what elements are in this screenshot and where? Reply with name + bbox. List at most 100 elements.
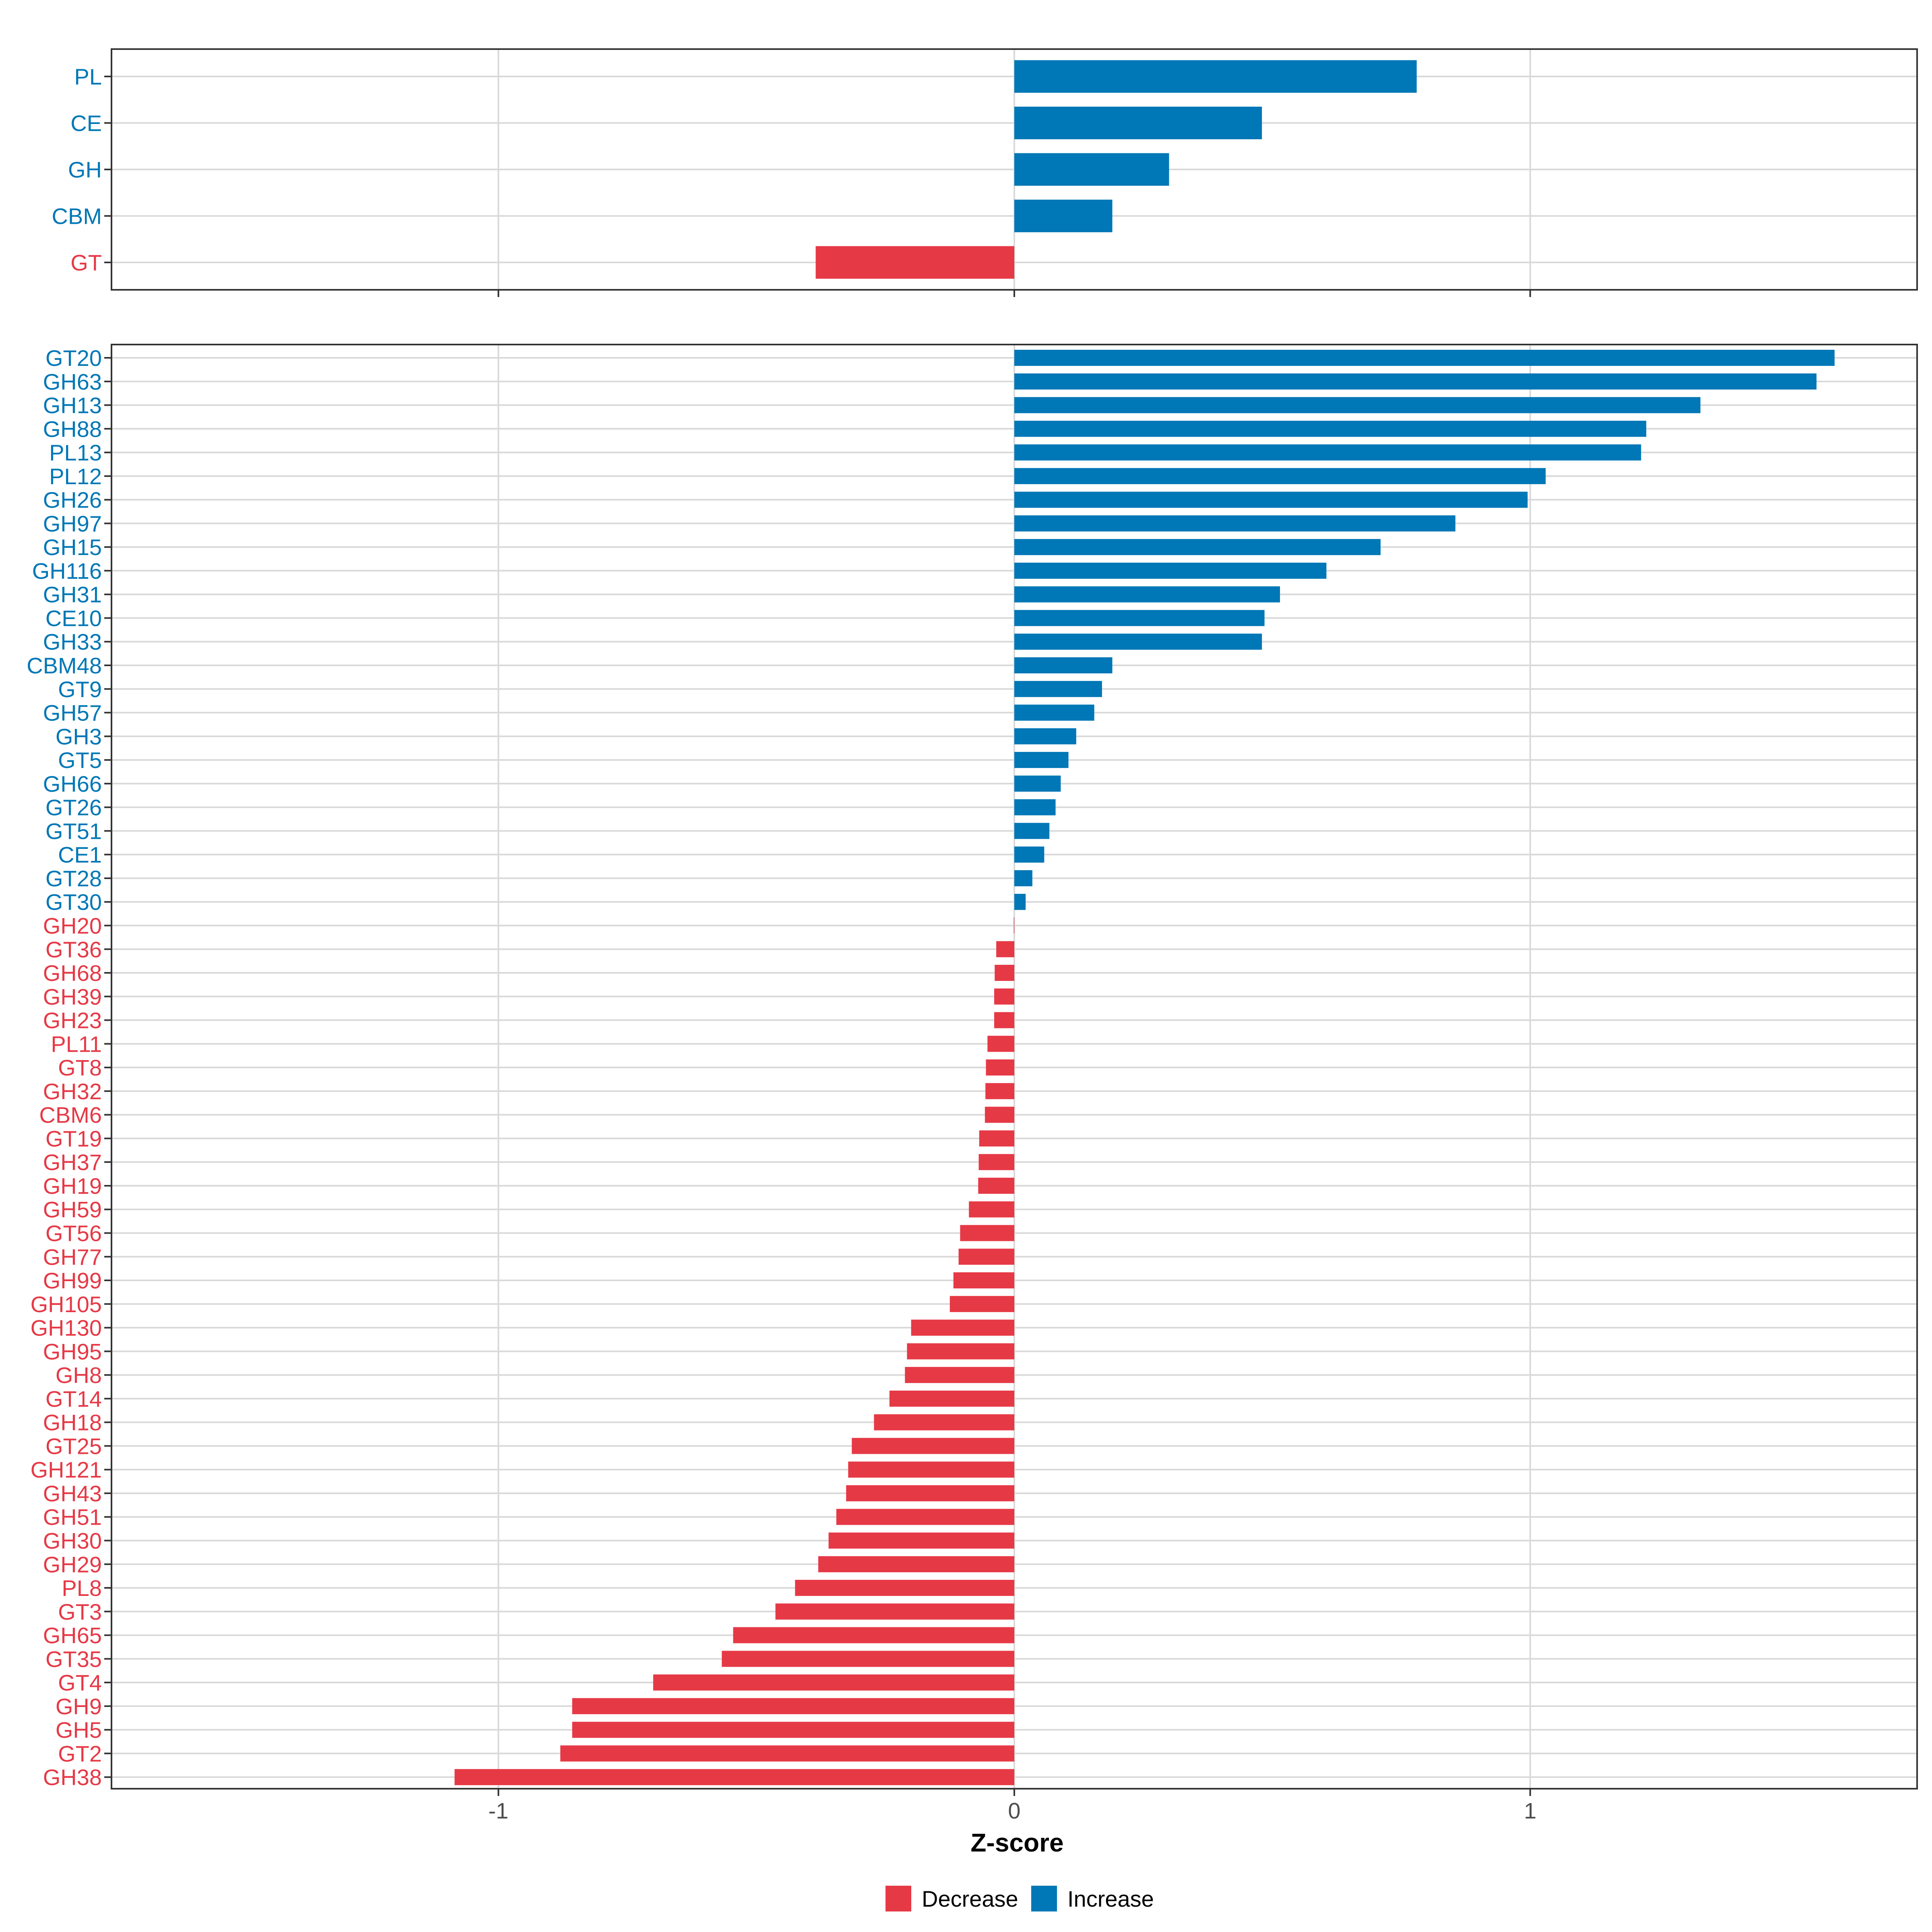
bar-gh26 — [1014, 491, 1528, 508]
y-tick-label-gh20: GH20 — [43, 913, 102, 938]
y-tick-label-gh13: GH13 — [43, 393, 102, 418]
bar-gh43 — [846, 1485, 1014, 1501]
y-tick-label-gh23: GH23 — [43, 1008, 102, 1033]
y-tick-label-gh19: GH19 — [43, 1173, 102, 1199]
x-tick-label: -1 — [488, 1798, 508, 1823]
y-tick-label-gt5: GT5 — [58, 747, 102, 773]
y-tick-label-gh18: GH18 — [43, 1410, 102, 1435]
x-axis-title: Z-score — [970, 1828, 1063, 1857]
bar-gh130 — [911, 1319, 1014, 1336]
y-tick-label-gh77: GH77 — [43, 1244, 102, 1269]
bar-gh121 — [848, 1461, 1014, 1478]
bar-gt36 — [996, 941, 1014, 958]
y-tick-label-gh57: GH57 — [43, 700, 102, 726]
bar-gt4 — [653, 1674, 1014, 1691]
y-tick-label-cbm48: CBM48 — [27, 653, 102, 678]
bar-gt5 — [1014, 752, 1069, 768]
bar-gh13 — [1014, 397, 1701, 413]
bar-ce1 — [1014, 846, 1044, 863]
y-tick-label-gh130: GH130 — [31, 1315, 102, 1341]
legend-swatch-decrease — [886, 1886, 911, 1911]
bar-gh33 — [1014, 634, 1262, 650]
y-tick-label-gh121: GH121 — [31, 1457, 102, 1482]
bar-gh57 — [1014, 704, 1094, 721]
bar-gh18 — [874, 1414, 1014, 1430]
y-tick-label-gt25: GT25 — [45, 1433, 102, 1459]
y-tick-label-gt: GT — [70, 250, 102, 275]
bar-gh5 — [572, 1721, 1014, 1738]
bar-gh105 — [949, 1296, 1014, 1312]
bar-gt25 — [852, 1438, 1014, 1454]
y-tick-label-gt30: GT30 — [45, 890, 102, 915]
y-tick-label-gt9: GT9 — [58, 677, 102, 702]
y-tick-label-gh38: GH38 — [43, 1765, 102, 1790]
bar-gt30 — [1014, 894, 1026, 910]
y-tick-label-gt3: GT3 — [58, 1599, 102, 1624]
bar-pl13 — [1014, 444, 1641, 461]
bar-gh9 — [572, 1698, 1014, 1714]
y-tick-label-gt56: GT56 — [45, 1220, 102, 1246]
bar-gh8 — [905, 1367, 1014, 1383]
bar-gh39 — [994, 988, 1014, 1005]
bar-gh19 — [978, 1177, 1014, 1194]
y-tick-label-pl: PL — [74, 64, 102, 89]
bar-gh63 — [1014, 373, 1817, 390]
y-tick-label-gh63: GH63 — [43, 369, 102, 394]
bar-pl12 — [1014, 468, 1546, 484]
y-tick-label-gh116: GH116 — [32, 558, 102, 584]
bar-ce10 — [1014, 610, 1265, 626]
y-tick-label-cbm6: CBM6 — [39, 1102, 102, 1128]
bar-cbm — [1014, 200, 1113, 232]
bar-ce — [1014, 107, 1262, 139]
bar-pl — [1014, 60, 1417, 93]
bar-gh88 — [1014, 421, 1647, 437]
bar-gh66 — [1014, 775, 1061, 792]
bar-gh59 — [969, 1201, 1014, 1218]
x-axis: -1 0 1 — [488, 1798, 1536, 1823]
bar-gt9 — [1014, 681, 1102, 697]
y-tick-label-gh43: GH43 — [43, 1481, 102, 1506]
y-tick-label-gt28: GT28 — [45, 866, 102, 891]
y-tick-label-gh66: GH66 — [43, 771, 102, 797]
bar-gh51 — [836, 1509, 1014, 1525]
y-tick-label-pl8: PL8 — [62, 1575, 102, 1601]
bar-gt35 — [722, 1651, 1014, 1667]
legend: Decrease Increase — [886, 1886, 1154, 1911]
y-tick-label-gh51: GH51 — [43, 1505, 102, 1530]
y-tick-label-gt20: GT20 — [45, 345, 102, 371]
y-tick-label-gh31: GH31 — [43, 582, 102, 607]
bar-gh15 — [1014, 539, 1381, 555]
y-tick-label-gh37: GH37 — [43, 1150, 102, 1175]
bar-gt2 — [560, 1745, 1014, 1762]
bar-gh68 — [995, 965, 1014, 981]
bar-gh37 — [978, 1154, 1014, 1170]
bar-gh30 — [828, 1532, 1014, 1549]
bar-gh116 — [1014, 562, 1327, 579]
bar-gh31 — [1014, 586, 1280, 603]
bar-gh38 — [454, 1769, 1014, 1785]
y-tick-label-gt19: GT19 — [45, 1126, 102, 1151]
y-tick-label-pl12: PL12 — [49, 464, 102, 489]
bar-pl11 — [987, 1036, 1014, 1052]
y-tick-label-gh105: GH105 — [31, 1292, 102, 1317]
bar-cbm6 — [985, 1106, 1014, 1123]
y-tick-label-gt2: GT2 — [58, 1741, 102, 1766]
legend-label-increase: Increase — [1067, 1886, 1154, 1911]
y-tick-label-gh33: GH33 — [43, 629, 102, 654]
y-tick-label-gt35: GT35 — [45, 1646, 102, 1672]
bar-gh29 — [818, 1556, 1014, 1573]
y-tick-label-ce1: CE1 — [58, 842, 102, 867]
x-tick-label: 0 — [1008, 1798, 1020, 1823]
y-tick-label-gh32: GH32 — [43, 1079, 102, 1104]
y-tick-label-gt51: GT51 — [45, 818, 102, 844]
bar-gt28 — [1014, 870, 1032, 886]
bar-cbm48 — [1014, 657, 1113, 674]
y-tick-label-gt36: GT36 — [45, 937, 102, 962]
y-tick-label-gt8: GT8 — [58, 1055, 102, 1080]
bar-gt8 — [986, 1059, 1014, 1076]
bottom-panel: GT20GH63GH13GH88PL13PL12GH26GH97GH15GH11… — [27, 344, 1918, 1796]
bar-gh97 — [1014, 515, 1455, 532]
y-tick-label-cbm: CBM — [52, 204, 102, 229]
y-tick-label-ce: CE — [70, 111, 102, 136]
y-tick-label-gh9: GH9 — [56, 1694, 102, 1719]
